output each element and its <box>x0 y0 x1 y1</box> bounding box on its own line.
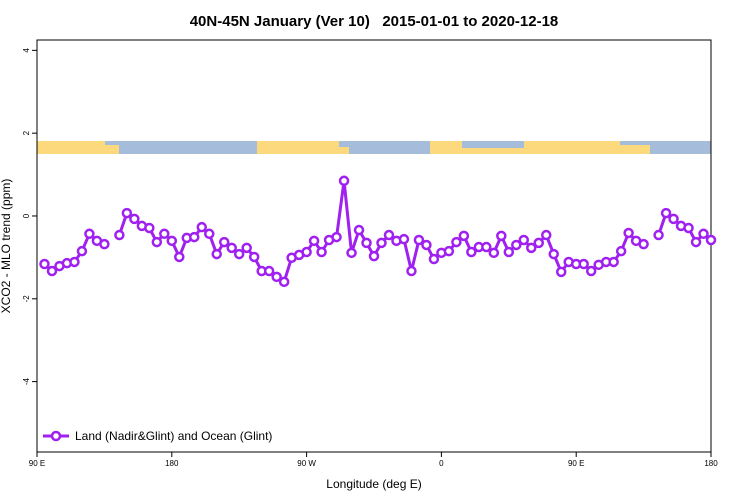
point <box>503 246 515 258</box>
point <box>481 241 492 253</box>
point <box>39 258 50 270</box>
point <box>196 221 208 233</box>
point <box>540 229 552 241</box>
y-axis-label: XCO2 - MLO trend (ppm) <box>0 179 13 314</box>
point <box>69 256 80 268</box>
land <box>339 147 349 154</box>
point <box>241 242 252 254</box>
point <box>526 242 537 254</box>
point <box>443 245 455 257</box>
y-tick-label: 2 <box>22 130 31 135</box>
legend-label: Land (Nadir&Glint) and Ocean (Glint) <box>75 429 272 443</box>
point <box>518 234 530 246</box>
point <box>271 271 282 283</box>
point <box>511 239 522 251</box>
point <box>383 229 395 241</box>
land <box>257 141 339 154</box>
point <box>84 228 95 240</box>
point <box>114 229 125 241</box>
point <box>308 235 320 247</box>
x-tick-label: 90 E <box>29 459 45 468</box>
point <box>398 233 410 245</box>
point <box>159 228 170 240</box>
point <box>174 251 185 263</box>
point <box>623 227 634 239</box>
point <box>705 234 717 246</box>
point <box>488 247 500 259</box>
point <box>496 230 507 242</box>
land <box>105 145 119 154</box>
point <box>638 238 649 250</box>
point <box>361 237 372 249</box>
point <box>211 248 222 260</box>
y-tick-label: 4 <box>22 48 31 53</box>
point <box>166 235 178 247</box>
point <box>368 250 380 262</box>
point <box>151 236 163 248</box>
point <box>46 265 58 277</box>
point <box>203 228 215 240</box>
point <box>226 242 237 254</box>
y-tick-label: -4 <box>22 378 31 386</box>
land <box>620 145 650 154</box>
point <box>533 237 545 249</box>
point <box>451 236 462 248</box>
y-tick-label: 0 <box>22 213 31 218</box>
point <box>660 207 672 219</box>
point <box>653 229 664 241</box>
point <box>376 237 387 249</box>
point <box>578 258 589 270</box>
point <box>76 245 88 257</box>
point <box>585 265 597 277</box>
point <box>698 228 709 240</box>
chart-title: 40N-45N January (Ver 10) 2015-01-01 to 2… <box>190 13 559 30</box>
point <box>218 236 230 248</box>
point <box>683 222 694 234</box>
point <box>608 256 619 268</box>
x-tick-label: 180 <box>165 459 179 468</box>
land <box>524 141 620 154</box>
x-tick-label: 180 <box>704 459 718 468</box>
point <box>690 236 702 248</box>
point <box>189 231 200 243</box>
point <box>301 246 312 258</box>
land <box>430 141 462 154</box>
x-tick-label: 90 W <box>297 459 316 468</box>
point <box>668 213 679 225</box>
point <box>338 175 350 187</box>
point <box>233 248 245 260</box>
point <box>458 230 470 242</box>
y-tick-label: -2 <box>22 295 31 303</box>
point <box>331 231 342 243</box>
x-tick-label: 0 <box>439 459 444 468</box>
x-axis-label: Longitude (deg E) <box>326 477 421 491</box>
point <box>428 253 440 265</box>
x-tick-label: 90 E <box>568 459 584 468</box>
point <box>316 246 327 258</box>
point <box>346 247 357 259</box>
land <box>462 148 524 154</box>
legend: Land (Nadir&Glint) and Ocean (Glint) <box>43 429 272 443</box>
point <box>121 207 133 219</box>
point <box>555 266 567 278</box>
point <box>353 224 365 236</box>
point <box>248 251 260 263</box>
point <box>263 265 275 277</box>
legend-marker <box>50 430 62 442</box>
point <box>413 234 425 246</box>
point <box>615 245 627 257</box>
point <box>129 213 140 225</box>
point <box>548 248 559 260</box>
point <box>144 222 155 234</box>
land-ocean-strip <box>37 141 711 154</box>
plot-frame <box>36 39 712 453</box>
point <box>99 238 110 250</box>
land <box>37 141 105 154</box>
point <box>278 276 290 288</box>
point <box>421 239 432 251</box>
point <box>406 265 417 277</box>
point <box>466 246 477 258</box>
